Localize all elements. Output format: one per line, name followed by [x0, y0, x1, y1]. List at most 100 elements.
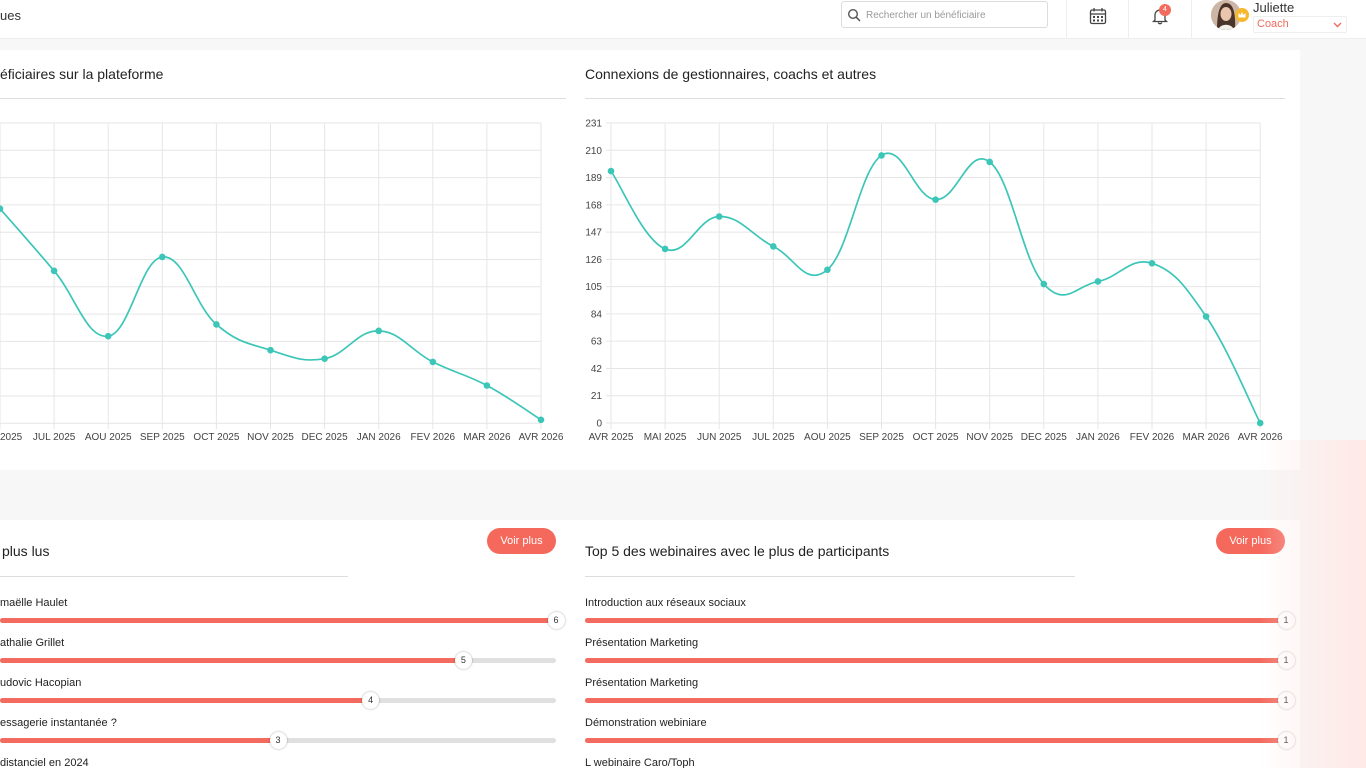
- divider: [585, 98, 1285, 99]
- x-tick-label: FEV 2026: [411, 432, 456, 443]
- data-point: [715, 213, 723, 220]
- user-name: Juliette: [1253, 0, 1295, 15]
- progress-value: 4: [362, 692, 380, 709]
- chart-title-right: Connexions de gestionnaires, coachs et a…: [585, 66, 877, 82]
- list-item: maëlle Haulet 6: [0, 597, 576, 637]
- search-input[interactable]: [866, 5, 1044, 25]
- list-title-left: plus lus: [2, 543, 50, 559]
- separator: [1128, 0, 1129, 39]
- y-tick-label: 168: [585, 200, 602, 211]
- chart-panel-right: Connexions de gestionnaires, coachs et a…: [580, 50, 1300, 470]
- list-item: Présentation Marketing 1: [585, 637, 1306, 677]
- x-tick-label: 2025: [0, 432, 23, 443]
- x-tick-label: DEC 2025: [302, 432, 349, 443]
- data-point: [661, 245, 669, 253]
- list-item: distanciel en 2024: [0, 757, 576, 768]
- chevron-down-icon: [1333, 22, 1342, 28]
- progress-fill: [0, 698, 371, 703]
- series-line: [0, 208, 542, 421]
- data-point: [429, 358, 437, 366]
- divider: [585, 576, 1075, 577]
- x-tick-label: AOU 2025: [85, 432, 132, 443]
- data-point: [986, 158, 993, 166]
- progress-fill: [0, 618, 556, 623]
- x-tick-label: OCT 2025: [193, 432, 239, 443]
- x-tick-label: JAN 2026: [357, 432, 401, 443]
- data-point: [770, 243, 777, 250]
- progress-track: 1: [585, 692, 1295, 709]
- list-item: essagerie instantanée ? 3: [0, 717, 576, 757]
- x-tick-label: JAN 2026: [1076, 432, 1120, 443]
- list-item: Présentation Marketing 1: [585, 677, 1306, 717]
- x-tick-label: JUN 2025: [697, 432, 742, 443]
- x-tick-label: NOV 2025: [247, 432, 294, 443]
- y-tick-label: 84: [591, 309, 603, 320]
- divider: [0, 98, 566, 99]
- y-tick-label: 210: [585, 146, 602, 157]
- progress-fill: [585, 738, 1286, 743]
- voir-plus-button-left[interactable]: Voir plus: [487, 528, 556, 554]
- data-point: [104, 332, 112, 340]
- x-tick-label: AVR 2026: [1238, 432, 1283, 443]
- data-point: [483, 382, 491, 389]
- list-item-label: Introduction aux réseaux sociaux: [585, 597, 746, 609]
- y-tick-label: 21: [591, 391, 603, 402]
- list-item-label: essagerie instantanée ?: [0, 717, 117, 729]
- role-select[interactable]: Coach: [1253, 16, 1347, 33]
- x-tick-label: SEP 2025: [140, 432, 185, 443]
- list-item-label: Présentation Marketing: [585, 637, 699, 649]
- page-title: ues: [0, 8, 21, 23]
- data-point: [375, 327, 383, 335]
- data-point: [159, 253, 166, 261]
- list-item: udovic Hacopian 4: [0, 677, 576, 717]
- separator: [1066, 0, 1067, 39]
- crown-icon: [1235, 8, 1249, 22]
- progress-track: 1: [585, 732, 1295, 749]
- calendar-icon[interactable]: [1089, 7, 1107, 25]
- list-item: L webinaire Caro/Toph: [585, 757, 1306, 768]
- y-tick-label: 189: [585, 173, 602, 184]
- list-item-label: maëlle Haulet: [0, 597, 68, 609]
- data-point: [878, 152, 885, 159]
- y-tick-label: 42: [591, 364, 603, 375]
- data-point: [213, 321, 220, 328]
- list-item-label: L webinaire Caro/Toph: [585, 757, 695, 768]
- list-item-label: Démonstration webiniare: [585, 717, 707, 729]
- notification-badge: 4: [1159, 4, 1171, 16]
- data-point: [1202, 313, 1210, 320]
- x-tick-label: JUL 2025: [752, 432, 795, 443]
- progress-value: 3: [269, 732, 287, 749]
- data-point: [0, 205, 4, 213]
- data-point: [1094, 278, 1102, 285]
- progress-track: 1: [585, 652, 1295, 669]
- progress-value: 6: [547, 612, 565, 629]
- x-tick-label: AVR 2025: [589, 432, 634, 443]
- x-tick-label: FEV 2026: [1130, 432, 1175, 443]
- list-panel-left: plus lus Voir plus maëlle Haulet 6 athalie…: [0, 520, 580, 768]
- y-tick-label: 105: [585, 282, 602, 293]
- progress-track: 6: [0, 612, 565, 629]
- list-item: Démonstration webiniare 1: [585, 717, 1306, 757]
- separator: [1191, 0, 1192, 39]
- progress-fill: [585, 658, 1286, 663]
- progress-track: 3: [0, 732, 556, 749]
- x-tick-label: MAI 2025: [644, 432, 687, 443]
- list-item: athalie Grillet 5: [0, 637, 576, 677]
- background-decoration: [1260, 440, 1366, 768]
- y-tick-label: 63: [591, 337, 603, 348]
- progress-fill: [0, 738, 278, 743]
- data-point: [607, 167, 615, 175]
- data-point: [50, 267, 58, 275]
- divider: [0, 576, 348, 577]
- data-point: [321, 355, 328, 363]
- data-point: [1256, 419, 1264, 427]
- x-tick-label: AOU 2025: [804, 432, 851, 443]
- list-item-label: udovic Hacopian: [0, 677, 82, 689]
- list-panel-right: Top 5 des webinaires avec le plus de par…: [580, 520, 1300, 768]
- search-icon: [847, 8, 861, 22]
- search-box[interactable]: [841, 1, 1048, 28]
- progress-value: 5: [454, 652, 472, 669]
- y-tick-label: 147: [585, 228, 602, 239]
- progress-track: 5: [0, 652, 556, 669]
